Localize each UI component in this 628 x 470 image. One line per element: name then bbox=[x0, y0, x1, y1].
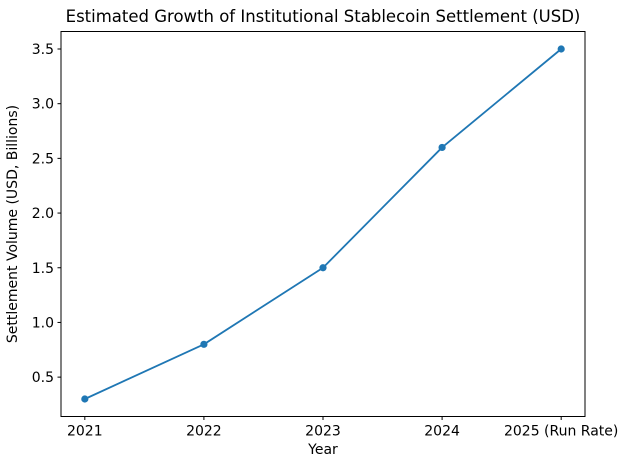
data-point bbox=[81, 395, 89, 403]
x-axis-label: Year bbox=[307, 442, 338, 458]
y-tick-label: 0.5 bbox=[32, 370, 54, 386]
y-tick-label: 1.0 bbox=[32, 315, 54, 331]
y-tick-label: 2.0 bbox=[32, 206, 54, 222]
y-tick-label: 3.5 bbox=[32, 42, 54, 58]
x-tick-label: 2022 bbox=[186, 424, 222, 440]
data-point bbox=[557, 45, 565, 53]
y-tick-label: 1.5 bbox=[32, 261, 54, 277]
data-point bbox=[438, 143, 446, 152]
chart-title: Estimated Growth of Institutional Stable… bbox=[66, 7, 581, 26]
y-axis-label: Settlement Volume (USD, Billions) bbox=[5, 105, 21, 343]
x-tick-label: 2025 (Run Rate) bbox=[504, 424, 618, 440]
y-tick-label: 3.0 bbox=[32, 97, 54, 113]
plot-frame bbox=[60, 31, 586, 417]
x-tick-label: 2024 bbox=[424, 424, 460, 440]
x-tick-label: 2023 bbox=[305, 424, 341, 440]
y-tick-label: 2.5 bbox=[32, 151, 54, 167]
x-tick-label: 2021 bbox=[67, 424, 103, 440]
data-line bbox=[83, 48, 563, 400]
data-point bbox=[200, 340, 208, 348]
data-point bbox=[319, 264, 327, 272]
plot-area: 0.5 1.0 1.5 2.0 2.5 3.0 3.5 2021 2022 2023 2024 202… bbox=[32, 31, 618, 440]
